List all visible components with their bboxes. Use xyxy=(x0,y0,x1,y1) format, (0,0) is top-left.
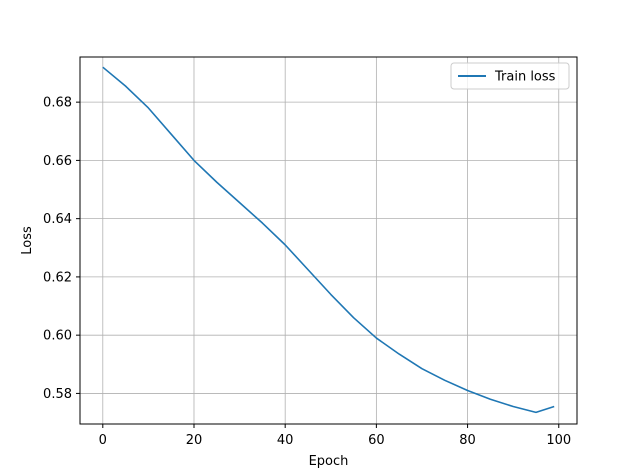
y-tick-label: 0.60 xyxy=(43,329,72,344)
y-axis: 0.58 0.60 0.62 0.64 0.66 0.68 xyxy=(43,96,80,402)
legend-box xyxy=(450,62,570,90)
x-tick-label: 80 xyxy=(459,433,476,448)
series-line-train-loss xyxy=(102,66,555,414)
plot-area-frame xyxy=(79,56,578,425)
x-tick-label: 20 xyxy=(186,433,203,448)
x-tick-label: 60 xyxy=(368,433,385,448)
y-tick-label: 0.68 xyxy=(43,96,72,111)
x-axis-label: Epoch xyxy=(309,454,349,469)
grid xyxy=(80,57,577,424)
x-tick-label: 100 xyxy=(546,433,571,448)
y-axis-label: Loss xyxy=(20,226,35,255)
x-axis: 0 20 40 60 80 100 xyxy=(99,424,571,448)
y-tick-label: 0.66 xyxy=(43,154,72,169)
x-tick-label: 40 xyxy=(277,433,294,448)
x-tick-label: 0 xyxy=(99,433,107,448)
y-tick-label: 0.62 xyxy=(43,270,72,285)
y-tick-label: 0.64 xyxy=(43,212,72,227)
y-tick-label: 0.58 xyxy=(43,387,72,402)
legend-label-train-loss: Train loss xyxy=(494,70,556,85)
series-layer xyxy=(102,66,555,414)
legend: Train loss xyxy=(450,62,570,90)
